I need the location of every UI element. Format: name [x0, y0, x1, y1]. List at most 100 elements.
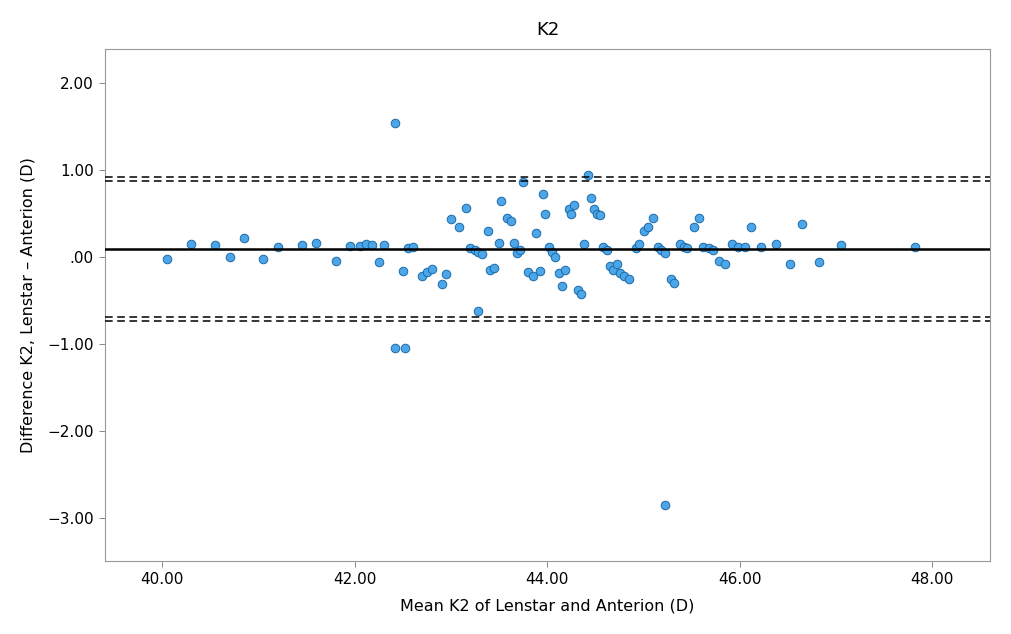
Point	[602, 261, 618, 271]
Point	[470, 247, 486, 257]
Point	[907, 242, 923, 252]
Point	[589, 209, 606, 219]
Point	[676, 242, 693, 252]
Point	[294, 240, 310, 250]
Point	[376, 240, 392, 250]
Point	[645, 213, 661, 223]
Point	[387, 117, 403, 127]
Point	[599, 245, 615, 256]
Point	[724, 239, 740, 249]
Point	[443, 214, 459, 224]
Point	[811, 257, 827, 268]
Point	[554, 281, 570, 291]
Point	[439, 269, 455, 279]
Point	[557, 265, 573, 275]
Point	[795, 219, 811, 229]
X-axis label: Mean K2 of Lenstar and Anterion (D): Mean K2 of Lenstar and Anterion (D)	[400, 598, 695, 613]
Point	[451, 222, 467, 232]
Point	[547, 252, 563, 262]
Point	[570, 285, 586, 295]
Point	[237, 233, 253, 243]
Point	[404, 242, 421, 252]
Point	[685, 222, 702, 232]
Point	[207, 240, 223, 250]
Point	[551, 268, 567, 278]
Point	[617, 271, 633, 281]
Point	[387, 343, 403, 353]
Point	[183, 239, 199, 249]
Point	[701, 243, 717, 254]
Point	[782, 259, 798, 269]
Point	[768, 239, 785, 249]
Point	[486, 262, 502, 273]
Y-axis label: Difference K2, Lenstar – Anterion (D): Difference K2, Lenstar – Anterion (D)	[21, 157, 35, 453]
Point	[563, 209, 579, 219]
Point	[582, 193, 599, 203]
Point	[371, 257, 387, 268]
Point	[491, 238, 508, 249]
Point	[474, 249, 490, 259]
Point	[364, 240, 380, 250]
Point	[502, 216, 519, 226]
Point	[342, 241, 358, 251]
Point	[493, 195, 510, 205]
Point	[730, 242, 746, 252]
Point	[592, 210, 609, 221]
Point	[609, 259, 625, 269]
Point	[672, 239, 688, 249]
Point	[585, 204, 602, 214]
Point	[631, 239, 647, 249]
Point	[424, 264, 440, 275]
Point	[467, 245, 483, 256]
Point	[516, 176, 532, 186]
Point	[718, 259, 734, 269]
Point	[538, 209, 554, 219]
Point	[399, 243, 416, 254]
Point	[513, 245, 529, 256]
Point	[653, 245, 669, 256]
Point	[657, 500, 673, 510]
Point	[696, 242, 712, 252]
Point	[743, 222, 759, 232]
Point	[395, 266, 411, 276]
Point	[528, 228, 544, 238]
Point	[692, 213, 708, 223]
Point	[576, 239, 592, 249]
Point	[520, 267, 536, 277]
Point	[650, 242, 666, 252]
Point	[498, 213, 515, 223]
Point	[352, 241, 368, 251]
Point	[328, 256, 344, 266]
Point	[525, 271, 541, 281]
Point	[573, 289, 589, 299]
Point	[711, 256, 727, 266]
Point	[479, 226, 495, 236]
Point	[566, 200, 582, 210]
Point	[535, 189, 551, 199]
Point	[415, 271, 431, 281]
Point	[679, 243, 696, 254]
Point	[833, 240, 849, 250]
Point	[434, 279, 450, 289]
Point	[737, 242, 753, 252]
Point	[532, 266, 548, 276]
Point	[612, 268, 628, 278]
Point	[308, 238, 325, 249]
Point	[595, 242, 612, 252]
Point	[509, 248, 525, 258]
Point	[270, 242, 286, 252]
Point	[560, 204, 576, 214]
Point	[506, 238, 522, 249]
Point	[256, 254, 272, 264]
Point	[541, 242, 557, 252]
Point	[666, 278, 682, 288]
Point	[579, 169, 595, 179]
Title: K2: K2	[536, 21, 559, 39]
Point	[640, 222, 656, 232]
Point	[419, 267, 435, 277]
Point	[159, 254, 175, 264]
Point	[753, 242, 769, 252]
Point	[470, 306, 486, 316]
Point	[705, 245, 721, 256]
Point	[358, 239, 374, 249]
